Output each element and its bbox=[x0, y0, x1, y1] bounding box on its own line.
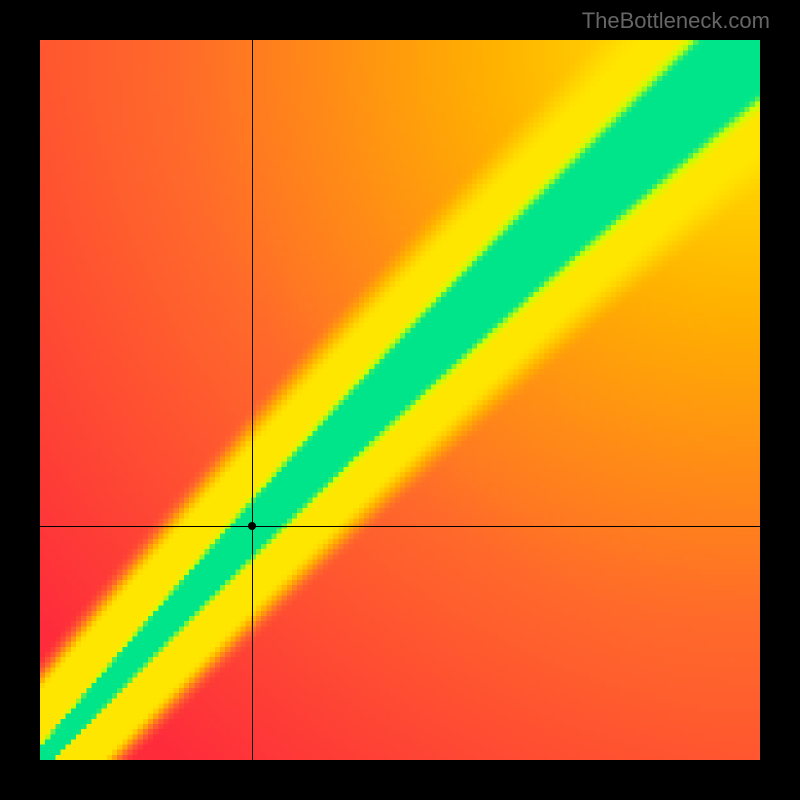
watermark-text: TheBottleneck.com bbox=[582, 8, 770, 34]
heatmap-canvas bbox=[40, 40, 760, 760]
crosshair-horizontal bbox=[40, 526, 760, 527]
heatmap-chart bbox=[40, 40, 760, 760]
marker-dot bbox=[248, 522, 256, 530]
crosshair-vertical bbox=[252, 40, 253, 760]
